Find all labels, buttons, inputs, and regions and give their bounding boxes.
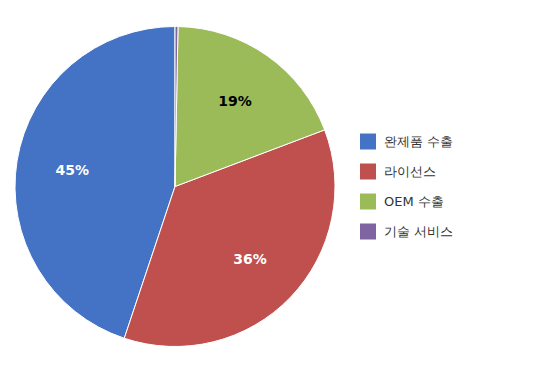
legend-item: OEM 수출 — [360, 194, 444, 210]
legend-item: 완제품 수출 — [360, 134, 453, 150]
legend-swatch — [360, 224, 376, 240]
legend-label: 라이선스 — [384, 164, 436, 179]
data-labels: 45% 36% 19% — [56, 93, 267, 266]
data-label: 36% — [233, 251, 267, 267]
legend-label: 완제품 수출 — [384, 134, 453, 149]
pie — [15, 27, 335, 347]
legend-swatch — [360, 134, 376, 150]
pie-slice — [175, 27, 178, 187]
legend-item: 기술 서비스 — [360, 224, 453, 240]
legend-label: 기술 서비스 — [384, 224, 453, 239]
data-label: 45% — [56, 162, 90, 178]
pie-slice — [175, 27, 325, 187]
legend: 완제품 수출라이선스 OEM 수출기술 서비스 — [360, 134, 453, 240]
legend-swatch — [360, 194, 376, 210]
legend-item: 라이선스 — [360, 164, 436, 180]
legend-label: OEM 수출 — [384, 194, 444, 209]
legend-swatch — [360, 164, 376, 180]
chart: 45% 36% 19% 완제품 수출라이선스 OEM 수출기술 서비스 — [0, 0, 536, 373]
data-label: 19% — [218, 93, 252, 109]
